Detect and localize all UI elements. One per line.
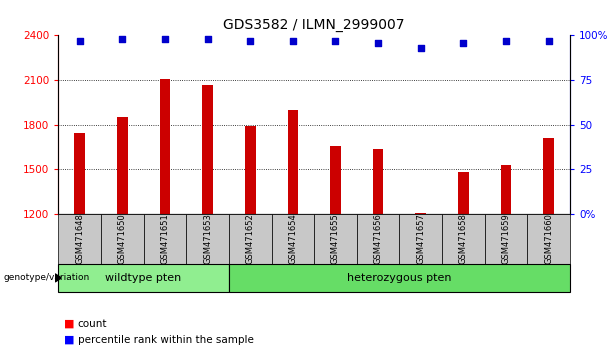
Text: wildtype pten: wildtype pten (105, 273, 181, 283)
Text: GSM471648: GSM471648 (75, 213, 84, 264)
Bar (101, 214, 143, 264)
Text: count: count (78, 319, 107, 329)
Text: GSM471651: GSM471651 (161, 213, 169, 264)
Bar (544, 138, 554, 214)
Point (117, 36, 127, 42)
Point (501, 38, 511, 44)
Bar (58, 214, 101, 264)
Point (245, 38, 255, 44)
Bar (330, 145, 341, 214)
Title: GDS3582 / ILMN_2999007: GDS3582 / ILMN_2999007 (223, 18, 405, 32)
Bar (58, 264, 229, 292)
Text: heterozygous pten: heterozygous pten (347, 273, 452, 283)
Text: GSM471657: GSM471657 (416, 213, 425, 264)
Point (459, 40, 468, 45)
Text: GSM471659: GSM471659 (501, 213, 511, 264)
Point (373, 40, 383, 45)
Bar (373, 149, 384, 214)
Text: GSM471650: GSM471650 (118, 213, 127, 264)
Bar (159, 79, 170, 214)
Text: GSM471658: GSM471658 (459, 213, 468, 264)
Point (203, 36, 213, 42)
Bar (272, 214, 314, 264)
Bar (314, 214, 357, 264)
Point (75, 38, 85, 44)
Bar (416, 213, 426, 214)
Bar (442, 214, 485, 264)
Bar (229, 264, 570, 292)
Polygon shape (55, 274, 61, 282)
Text: GSM471654: GSM471654 (288, 213, 297, 264)
Text: percentile rank within the sample: percentile rank within the sample (78, 335, 254, 345)
Text: genotype/variation: genotype/variation (3, 273, 89, 282)
Point (160, 36, 170, 42)
Bar (186, 214, 229, 264)
Bar (229, 214, 272, 264)
Point (416, 45, 425, 51)
Bar (357, 214, 400, 264)
Bar (485, 214, 527, 264)
Text: GSM471656: GSM471656 (374, 213, 383, 264)
Text: GSM471660: GSM471660 (544, 213, 554, 264)
Text: GSM471653: GSM471653 (203, 213, 212, 264)
Bar (501, 165, 511, 214)
Bar (458, 172, 469, 214)
Bar (287, 110, 298, 214)
Point (544, 38, 554, 44)
Point (288, 38, 298, 44)
Text: GSM471652: GSM471652 (246, 213, 254, 264)
Point (330, 38, 340, 44)
Text: ■: ■ (64, 319, 75, 329)
Bar (143, 214, 186, 264)
Bar (245, 126, 256, 214)
Bar (400, 214, 442, 264)
Bar (74, 133, 85, 214)
Bar (527, 214, 570, 264)
Text: ■: ■ (64, 335, 75, 345)
Bar (117, 116, 128, 214)
Text: GSM471655: GSM471655 (331, 213, 340, 264)
Bar (202, 85, 213, 214)
